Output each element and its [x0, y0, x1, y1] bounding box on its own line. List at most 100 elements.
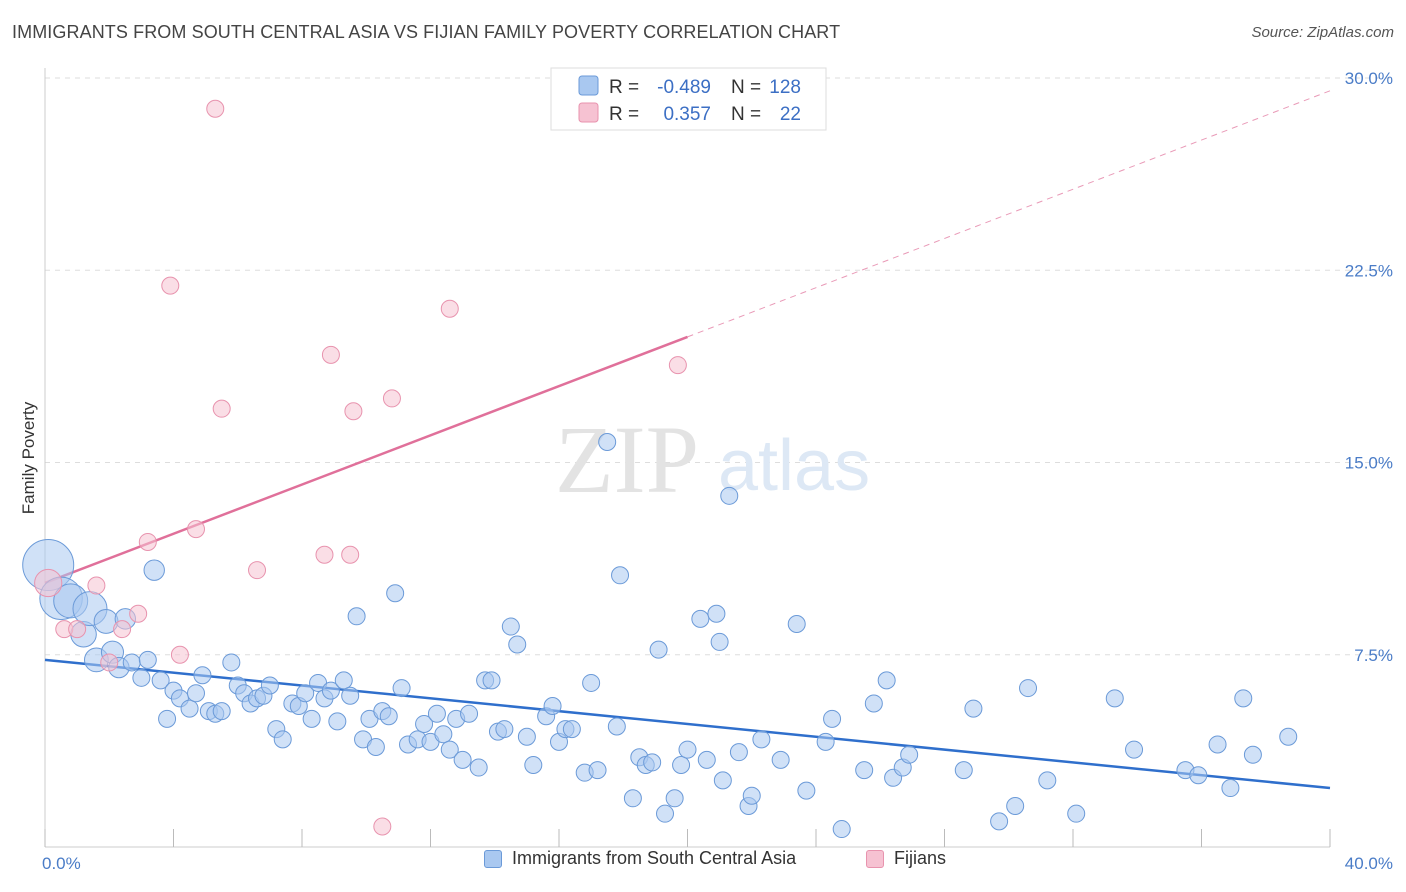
point-south-central-asia	[607, 717, 626, 736]
axes	[44, 68, 1331, 848]
point-south-central-asia	[797, 781, 816, 800]
data-points	[22, 99, 1298, 839]
point-fijian	[315, 545, 334, 564]
point-south-central-asia	[132, 668, 151, 687]
point-south-central-asia	[1208, 735, 1227, 754]
point-south-central-asia	[691, 609, 710, 628]
legend-r-label: R =	[609, 77, 639, 98]
legend-label-fijians: Fijians	[894, 848, 947, 868]
legend-r-value: 0.357	[663, 104, 711, 125]
point-south-central-asia	[122, 653, 141, 672]
point-south-central-asia	[273, 730, 292, 749]
point-fijian	[206, 99, 225, 118]
point-south-central-asia	[1105, 689, 1124, 708]
x-tick-label: 0.0%	[42, 854, 81, 873]
point-south-central-asia	[328, 712, 347, 731]
legend-swatch-blue	[484, 849, 502, 868]
gridlines	[45, 77, 1392, 656]
point-south-central-asia	[427, 704, 446, 723]
point-fijian	[341, 545, 360, 564]
point-fijian	[440, 299, 459, 318]
point-fijian	[668, 356, 687, 375]
point-fijian	[382, 389, 401, 408]
y-axis-label: Family Poverty	[19, 401, 38, 514]
point-south-central-asia	[158, 709, 177, 728]
legend-item-fijians[interactable]: Fijians	[866, 848, 946, 869]
point-south-central-asia	[697, 750, 716, 769]
point-fijian	[34, 568, 63, 598]
point-fijian	[138, 532, 157, 551]
point-south-central-asia	[900, 745, 919, 764]
point-fijian	[100, 653, 119, 672]
y-tick-label: 7.5%	[1354, 646, 1393, 665]
watermark-zip: ZIP	[555, 406, 699, 513]
point-south-central-asia	[1006, 796, 1025, 815]
watermark: ZIP atlas	[555, 406, 870, 513]
point-south-central-asia	[517, 727, 536, 746]
point-south-central-asia	[649, 640, 668, 659]
point-fijian	[321, 345, 340, 364]
y-tick-label: 22.5%	[1345, 261, 1393, 280]
point-south-central-asia	[296, 684, 315, 703]
point-south-central-asia	[623, 789, 642, 808]
point-south-central-asia	[729, 743, 748, 762]
point-south-central-asia	[495, 720, 514, 739]
legend-swatch	[578, 102, 599, 123]
point-south-central-asia	[823, 709, 842, 728]
point-fijian	[129, 604, 148, 623]
point-south-central-asia	[415, 714, 434, 733]
point-south-central-asia	[713, 771, 732, 790]
point-south-central-asia	[964, 699, 983, 718]
point-fijian	[170, 645, 189, 664]
point-south-central-asia	[656, 804, 675, 823]
legend-r-label: R =	[609, 104, 639, 125]
series-legend: Immigrants from South Central Asia Fijia…	[0, 848, 1406, 880]
point-fijian	[344, 402, 363, 421]
point-south-central-asia	[742, 786, 761, 805]
point-south-central-asia	[598, 432, 617, 451]
point-south-central-asia	[321, 681, 340, 700]
point-south-central-asia	[453, 750, 472, 769]
correlation-legend: R = -0.489 N = 128 R = 0.357 N = 22	[550, 67, 827, 131]
point-fijian	[161, 276, 180, 295]
point-south-central-asia	[143, 559, 165, 581]
point-south-central-asia	[1019, 679, 1038, 698]
legend-label-south-central-asia: Immigrants from South Central Asia	[512, 848, 797, 868]
point-fijian	[186, 520, 205, 539]
point-south-central-asia	[855, 761, 874, 780]
point-south-central-asia	[990, 812, 1009, 831]
point-south-central-asia	[877, 671, 896, 690]
legend-swatch-pink	[866, 849, 884, 868]
point-south-central-asia	[816, 732, 835, 751]
point-south-central-asia	[469, 758, 488, 777]
legend-r-value: -0.489	[657, 77, 711, 98]
point-fijian	[373, 817, 392, 836]
point-south-central-asia	[501, 617, 520, 636]
point-south-central-asia	[588, 761, 607, 780]
legend-item-south-central-asia[interactable]: Immigrants from South Central Asia	[484, 848, 796, 869]
y-tick-label: 30.0%	[1345, 69, 1393, 88]
point-south-central-asia	[212, 702, 231, 721]
point-fijian	[113, 620, 132, 639]
legend-n-label: N =	[731, 104, 761, 125]
chart-title: IMMIGRANTS FROM SOUTH CENTRAL ASIA VS FI…	[12, 22, 841, 42]
point-fijian	[87, 576, 106, 595]
point-south-central-asia	[954, 761, 973, 780]
point-south-central-asia	[260, 676, 279, 695]
point-south-central-asia	[1038, 771, 1057, 790]
point-south-central-asia	[302, 709, 321, 728]
point-fijian	[248, 561, 267, 580]
point-south-central-asia	[434, 725, 453, 744]
tick-labels: 7.5% 15.0% 22.5% 30.0% 0.0% 40.0%	[42, 69, 1393, 873]
y-tick-label: 15.0%	[1345, 454, 1393, 473]
point-south-central-asia	[832, 820, 851, 839]
point-south-central-asia	[366, 738, 385, 757]
point-south-central-asia	[508, 635, 527, 654]
trend-line-south-central-asia	[44, 658, 1331, 790]
point-south-central-asia	[1279, 727, 1298, 746]
point-south-central-asia	[460, 704, 479, 723]
point-south-central-asia	[193, 666, 212, 685]
point-south-central-asia	[180, 699, 199, 718]
point-south-central-asia	[771, 750, 790, 769]
